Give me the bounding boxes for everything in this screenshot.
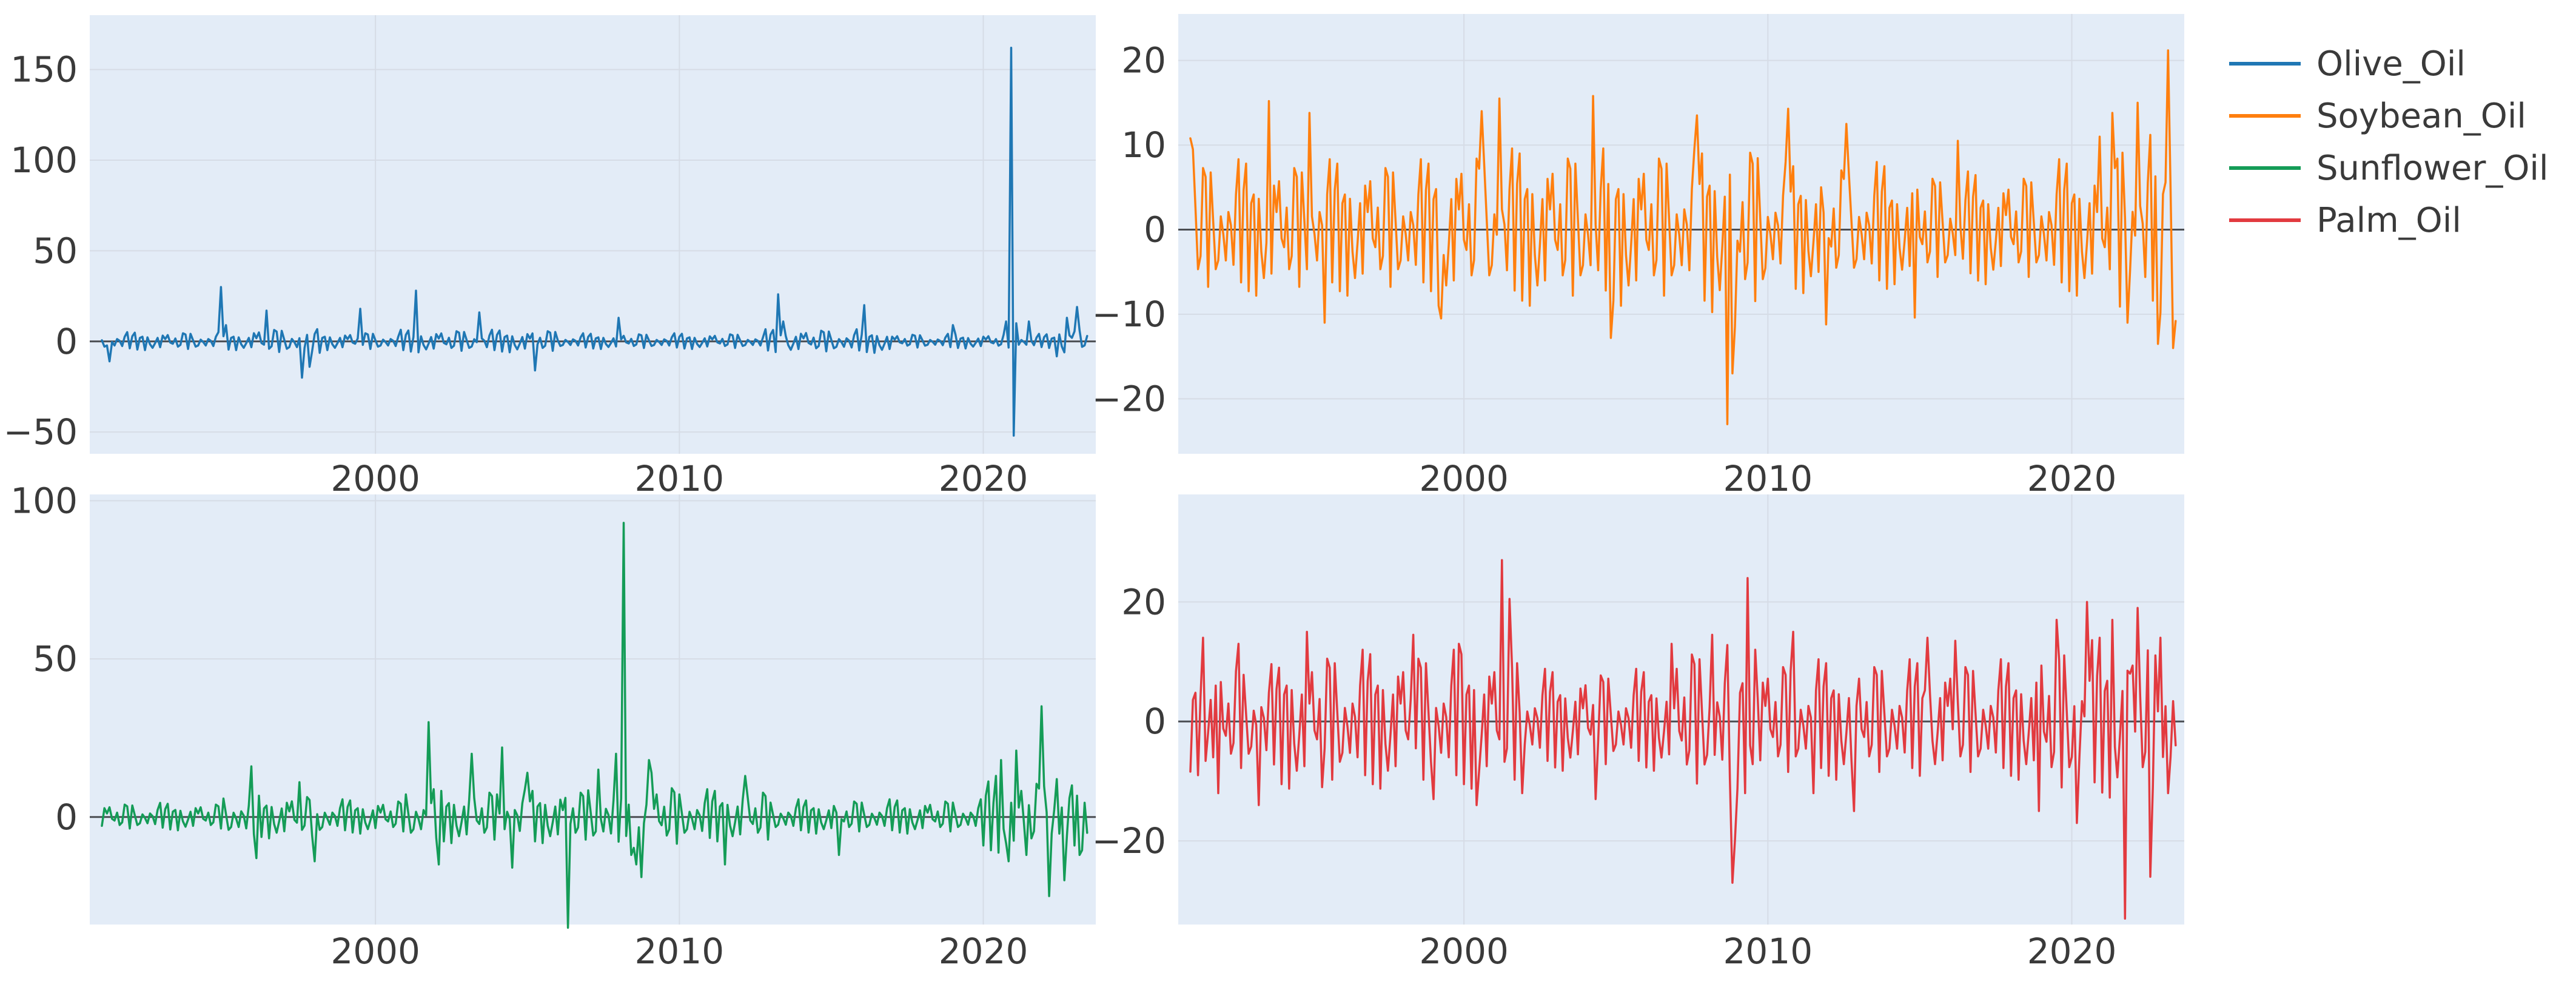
y-tick-label: 50: [33, 230, 78, 271]
y-tick-label: 0: [1144, 209, 1166, 251]
y-tick-label: 0: [1144, 701, 1166, 742]
olive-oil-line: [101, 47, 1088, 437]
olive-oil-line-swatch: [2229, 62, 2301, 66]
x-tick-label: 2000: [1419, 931, 1509, 972]
sunflower-oil-line: [101, 522, 1088, 929]
x-tick-label: 2000: [330, 458, 420, 499]
y-tick-label: 10: [1121, 124, 1166, 166]
x-tick-label: 2020: [2027, 931, 2117, 972]
legend: Olive_Oil Soybean_Oil Sunflower_Oil Palm…: [2229, 38, 2549, 246]
x-tick-label: 2000: [1419, 458, 1509, 499]
y-tick-label: −20: [1092, 820, 1166, 861]
palm-oil-line-swatch: [2229, 218, 2301, 222]
legend-item-soybean-oil: Soybean_Oil: [2229, 90, 2549, 142]
x-tick-label: 2020: [939, 931, 1028, 972]
olive-oil-subplot: 2000 2010 2020 −50 0 50 100 150: [4, 15, 1096, 499]
legend-item-palm-oil: Palm_Oil: [2229, 194, 2549, 246]
x-tick-label: 2010: [1723, 458, 1813, 499]
y-tick-label: 50: [33, 638, 78, 679]
y-tick-label: 0: [55, 321, 78, 362]
y-tick-label: 100: [10, 480, 78, 521]
palm-oil-subplot: 2000 2010 2020 −20 0 20: [1092, 494, 2184, 972]
sunflower-oil-subplot: 2000 2010 2020 0 50 100: [10, 480, 1096, 972]
y-tick-label: −20: [1092, 378, 1166, 419]
palm-oil-line: [1189, 559, 2177, 920]
legend-item-olive-oil: Olive_Oil: [2229, 38, 2549, 90]
sunflower-oil-plot-area: [90, 494, 1096, 925]
palm-oil-plot-area: [1178, 494, 2184, 925]
x-tick-label: 2010: [1723, 931, 1813, 972]
x-tick-label: 2020: [2027, 458, 2117, 499]
olive-oil-plot-area: [90, 15, 1096, 454]
legend-item-sunflower-oil: Sunflower_Oil: [2229, 142, 2549, 194]
y-tick-label: 0: [55, 797, 78, 838]
legend-label-palm-oil: Palm_Oil: [2316, 200, 2461, 240]
soybean-oil-plot-area: [1178, 14, 2184, 454]
soybean-oil-line-swatch: [2229, 114, 2301, 118]
y-tick-label: −50: [4, 411, 78, 453]
x-tick-label: 2010: [635, 931, 725, 972]
legend-label-olive-oil: Olive_Oil: [2316, 44, 2466, 84]
y-tick-label: 150: [10, 49, 78, 90]
y-tick-label: −10: [1092, 294, 1166, 335]
legend-label-sunflower-oil: Sunflower_Oil: [2316, 148, 2549, 188]
soybean-oil-subplot: 2000 2010 2020 −20 −10 0 10 20: [1092, 14, 2184, 499]
x-tick-label: 2010: [635, 458, 725, 499]
soybean-oil-line: [1189, 49, 2177, 425]
y-tick-label: 20: [1121, 40, 1166, 81]
y-tick-label: 20: [1121, 581, 1166, 622]
x-tick-label: 2020: [939, 458, 1028, 499]
sunflower-oil-line-swatch: [2229, 166, 2301, 170]
y-tick-label: 100: [10, 140, 78, 181]
legend-label-soybean-oil: Soybean_Oil: [2316, 96, 2526, 136]
x-tick-label: 2000: [330, 931, 420, 972]
